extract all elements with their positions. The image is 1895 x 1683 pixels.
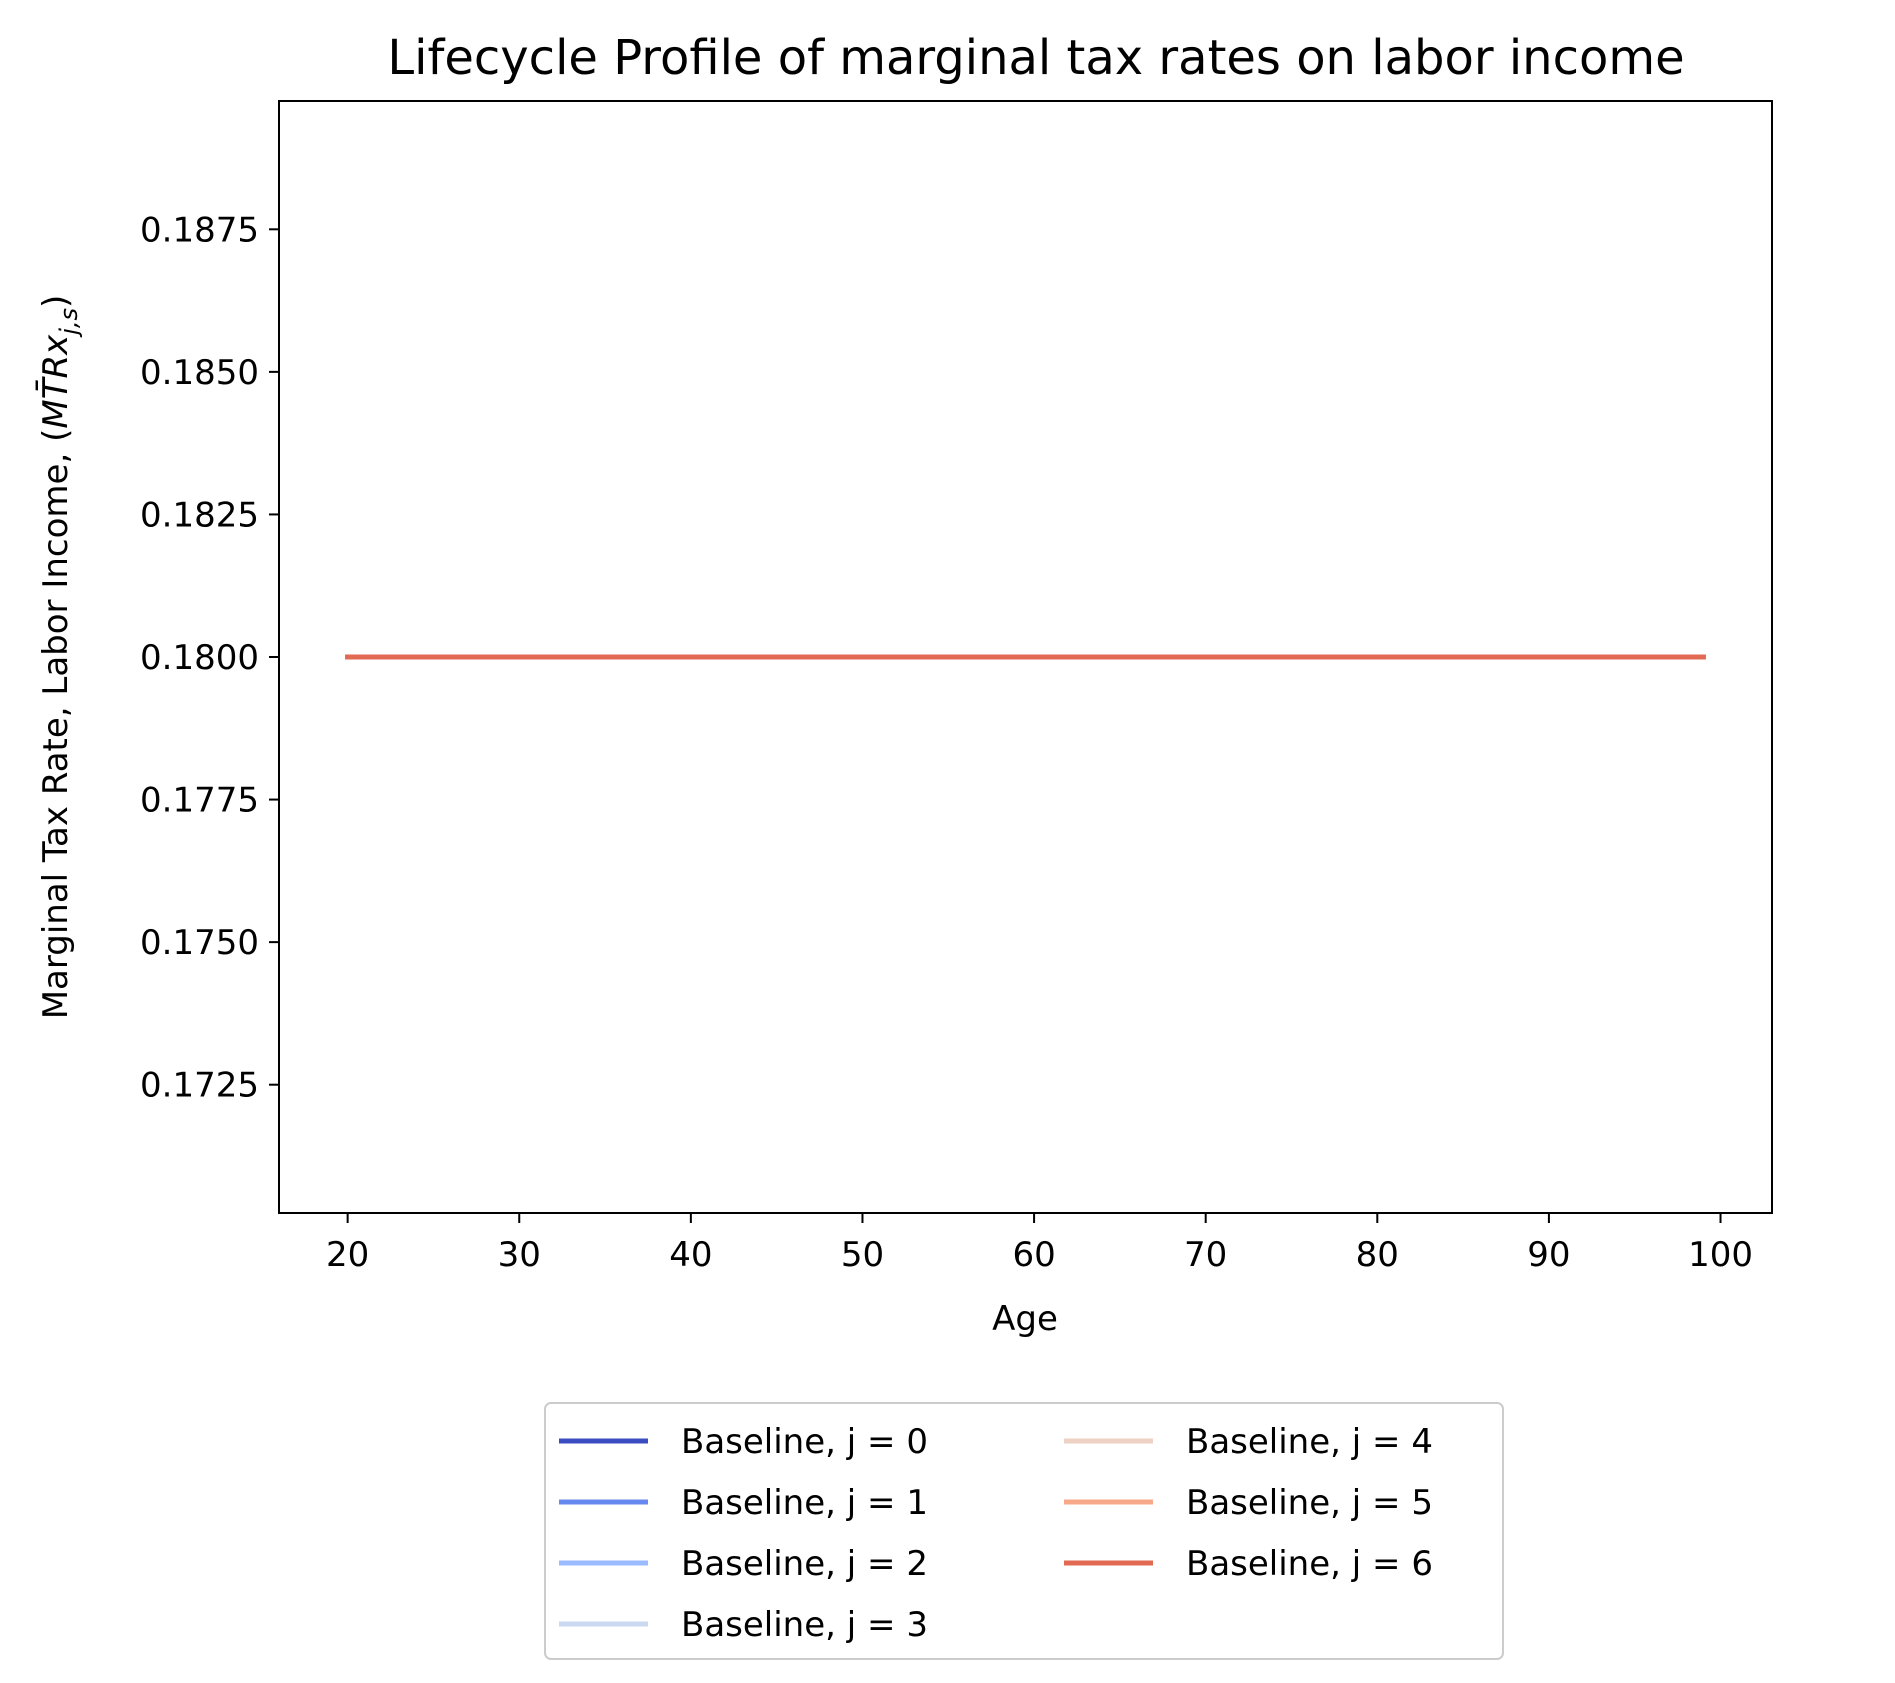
y-tick-label: 0.1825 [140, 495, 259, 535]
y-axis-label: Marginal Tax Rate, Labor Income, (MT̄Rxj… [35, 295, 83, 1020]
y-tick-label: 0.1875 [140, 210, 259, 250]
x-axis-label: Age [992, 1299, 1058, 1339]
y-tick-label: 0.1750 [140, 923, 259, 963]
x-tick-label: 90 [1527, 1235, 1570, 1275]
x-tick-label: 70 [1184, 1235, 1227, 1275]
legend-label: Baseline, j = 6 [1186, 1544, 1433, 1584]
legend-label: Baseline, j = 0 [681, 1422, 928, 1462]
legend: Baseline, j = 0 Baseline, j = 1 Baseline, … [544, 1402, 1504, 1660]
x-tick-label: 40 [669, 1235, 712, 1275]
y-tick-label: 0.1800 [140, 638, 259, 678]
legend-label: Baseline, j = 2 [681, 1544, 928, 1584]
x-tick-label: 80 [1356, 1235, 1399, 1275]
x-tick-label: 30 [498, 1235, 541, 1275]
x-tick-label: 60 [1012, 1235, 1055, 1275]
x-axis-ticks: 20 30 40 50 60 70 80 90 100 [326, 1213, 1753, 1275]
y-axis-ticks: 0.1725 0.1750 0.1775 0.1800 0.1825 0.1850 0.18… [140, 210, 279, 1106]
legend-label: Baseline, j = 5 [1186, 1483, 1433, 1523]
y-axis-label-text: Marginal Tax Rate, Labor Income [36, 464, 76, 1020]
y-tick-label: 0.1725 [140, 1066, 259, 1106]
x-tick-label: 20 [326, 1235, 369, 1275]
x-tick-label: 50 [841, 1235, 884, 1275]
y-axis-label-subscript: j,s [55, 308, 83, 338]
legend-box [544, 1402, 1504, 1660]
x-tick-label: 100 [1688, 1235, 1753, 1275]
legend-label: Baseline, j = 3 [681, 1605, 928, 1645]
legend-label: Baseline, j = 1 [681, 1483, 928, 1523]
y-axis-label-math: MT̄Rx [35, 334, 76, 429]
y-tick-label: 0.1850 [140, 353, 259, 393]
chart-title: Lifecycle Profile of marginal tax rates … [387, 30, 1684, 86]
legend-label: Baseline, j = 4 [1186, 1422, 1433, 1462]
y-tick-label: 0.1775 [140, 781, 259, 821]
